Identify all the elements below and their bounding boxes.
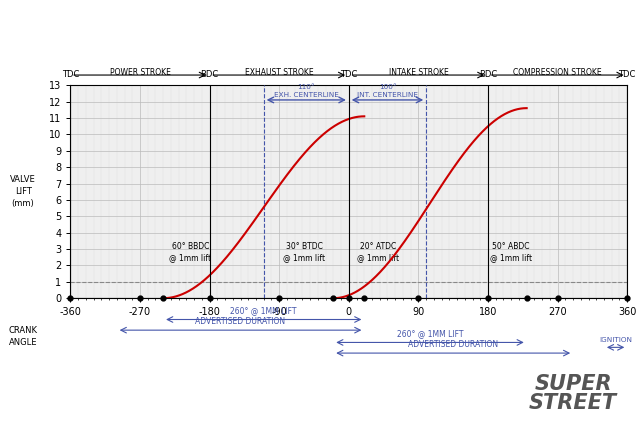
Text: BDC: BDC — [200, 70, 219, 80]
Text: ADVERTISED DURATION: ADVERTISED DURATION — [195, 317, 285, 326]
Text: CRANK
ANGLE: CRANK ANGLE — [8, 326, 38, 347]
Text: ADVERTISED DURATION: ADVERTISED DURATION — [408, 340, 499, 349]
Text: 50° ABDC
@ 1mm lift: 50° ABDC @ 1mm lift — [490, 242, 532, 262]
Text: SUPER
STREET: SUPER STREET — [529, 374, 617, 413]
Text: IGNITION: IGNITION — [599, 337, 632, 343]
Text: EXHAUST STROKE: EXHAUST STROKE — [245, 68, 314, 77]
Text: 260° @ 1MM LIFT: 260° @ 1MM LIFT — [230, 306, 297, 315]
Text: INTAKE STROKE: INTAKE STROKE — [388, 68, 448, 77]
Text: TDC: TDC — [618, 70, 636, 80]
Text: VALVE
LIFT
(mm): VALVE LIFT (mm) — [10, 176, 36, 208]
Text: 20° ATDC
@ 1mm lift: 20° ATDC @ 1mm lift — [357, 242, 399, 262]
Text: 110°
EXH. CENTERLINE: 110° EXH. CENTERLINE — [274, 84, 339, 98]
Text: TDC: TDC — [61, 70, 79, 80]
Text: COMPRESSION STROKE: COMPRESSION STROKE — [513, 68, 602, 77]
Text: 260° @ 1MM LIFT: 260° @ 1MM LIFT — [397, 329, 463, 338]
Text: 100°
INT. CENTERLINE: 100° INT. CENTERLINE — [357, 84, 418, 98]
Text: BDC: BDC — [479, 70, 497, 80]
Text: TDC: TDC — [340, 70, 358, 80]
Text: 30° BTDC
@ 1mm lift: 30° BTDC @ 1mm lift — [283, 242, 325, 262]
Text: POWER STROKE: POWER STROKE — [109, 68, 170, 77]
Text: 60° BBDC
@ 1mm lift: 60° BBDC @ 1mm lift — [169, 242, 211, 262]
